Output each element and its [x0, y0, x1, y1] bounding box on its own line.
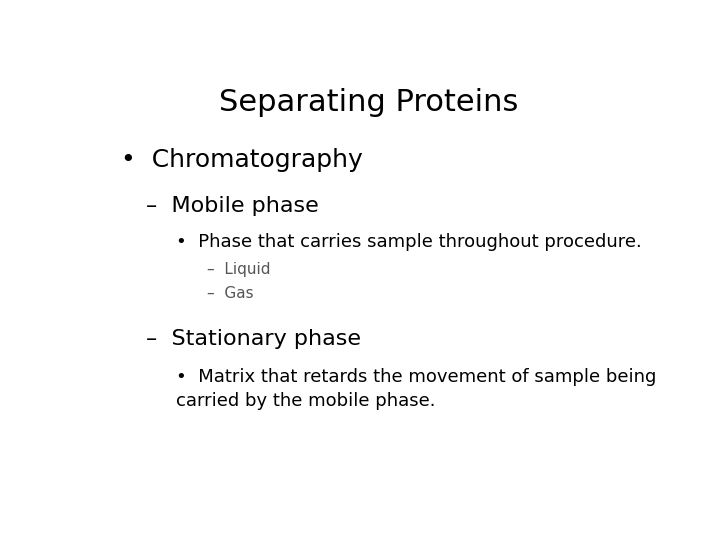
Text: •  Chromatography: • Chromatography	[121, 148, 362, 172]
Text: –  Liquid: – Liquid	[207, 262, 271, 278]
Text: •  Matrix that retards the movement of sample being
carried by the mobile phase.: • Matrix that retards the movement of sa…	[176, 368, 657, 410]
Text: –  Stationary phase: – Stationary phase	[145, 329, 361, 349]
Text: –  Mobile phase: – Mobile phase	[145, 196, 318, 216]
Text: –  Gas: – Gas	[207, 286, 254, 301]
Text: •  Phase that carries sample throughout procedure.: • Phase that carries sample throughout p…	[176, 233, 642, 251]
Text: Separating Proteins: Separating Proteins	[220, 87, 518, 117]
